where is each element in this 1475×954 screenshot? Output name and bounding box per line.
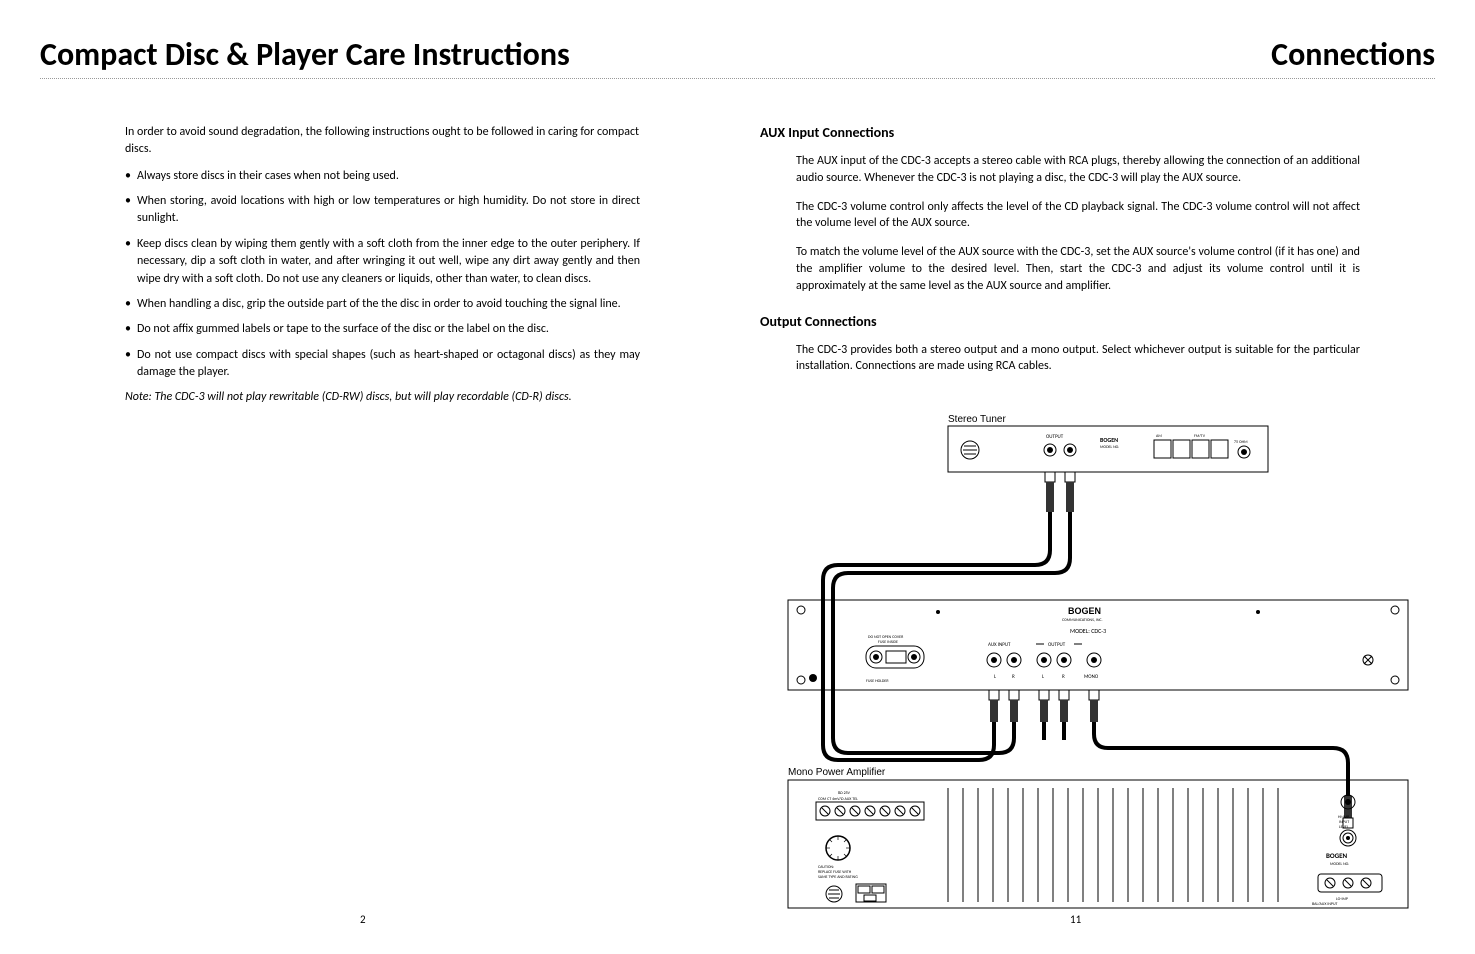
svg-text:BAL/AUX INPUT: BAL/AUX INPUT: [1312, 902, 1338, 907]
left-column: In order to avoid sound degradation, the…: [40, 124, 640, 404]
body-paragraph: The CDC-3 volume control only affects th…: [760, 199, 1360, 233]
intro-text: In order to avoid sound degradation, the…: [125, 124, 640, 158]
bullet-item: When storing, avoid locations with high …: [125, 193, 640, 228]
svg-text:L: L: [1042, 674, 1045, 680]
bullet-item: Always store discs in their cases when n…: [125, 168, 640, 185]
cdc-brand-sub: COMMUNICATIONS, INC.: [1062, 618, 1103, 623]
svg-text:MODEL NO.: MODEL NO.: [1100, 445, 1119, 450]
aux-heading: AUX Input Connections: [760, 124, 1360, 141]
bullet-item: Do not affix gummed labels or tape to th…: [125, 321, 640, 338]
svg-text:L: L: [994, 674, 997, 680]
output-label: OUTPUT: [1048, 642, 1066, 648]
aux-input-label: AUX INPUT: [988, 642, 1011, 648]
cdc-brand: BOGEN: [1068, 606, 1101, 616]
svg-text:MODEL NO.: MODEL NO.: [1330, 862, 1349, 867]
bullet-item: When handling a disc, grip the outside p…: [125, 296, 640, 313]
page-number-left: 2: [360, 913, 366, 926]
page-title-right: Connections: [1271, 35, 1435, 74]
amp-label: Mono Power Amplifier: [788, 767, 886, 778]
mono-label: MONO: [1084, 674, 1099, 680]
cdc-model: MODEL: CDC-3: [1070, 627, 1106, 635]
bullet-item: Do not use compact discs with special sh…: [125, 347, 640, 382]
page-number-right: 11: [1070, 913, 1081, 926]
svg-text:8Ω 25V: 8Ω 25V: [838, 791, 851, 796]
page-title-left: Compact Disc & Player Care Instructions: [40, 35, 570, 74]
right-column: AUX Input Connections The AUX input of t…: [760, 124, 1360, 404]
svg-text:LO-IMP: LO-IMP: [1336, 897, 1348, 902]
svg-text:FUSE HOLDER: FUSE HOLDER: [866, 679, 889, 684]
tuner-brand: BOGEN: [1100, 436, 1118, 444]
svg-text:LEVEL: LEVEL: [1339, 825, 1349, 830]
output-heading: Output Connections: [760, 313, 1360, 330]
svg-text:R: R: [1012, 674, 1015, 680]
svg-text:COM CT 4mV/Ω AUX TEL: COM CT 4mV/Ω AUX TEL: [818, 797, 858, 802]
tuner-output-label: OUTPUT: [1046, 434, 1064, 440]
svg-text:FM/TV: FM/TV: [1194, 434, 1206, 439]
connection-diagram: Stereo Tuner OUTPUT BOGEN MODEL NO. AM F…: [778, 410, 1418, 910]
body-paragraph: The CDC-3 provides both a stereo output …: [760, 342, 1360, 376]
note-text: Note: The CDC-3 will not play rewritable…: [125, 390, 640, 404]
svg-text:R: R: [1062, 674, 1065, 680]
svg-text:75 OHM: 75 OHM: [1234, 440, 1248, 445]
svg-text:SAME TYPE AND RATING: SAME TYPE AND RATING: [818, 875, 858, 880]
svg-text:FUSE INSIDE: FUSE INSIDE: [878, 640, 898, 645]
amp-brand: BOGEN: [1326, 851, 1348, 860]
tuner-label: Stereo Tuner: [948, 414, 1006, 425]
body-paragraph: The AUX input of the CDC-3 accepts a ste…: [760, 153, 1360, 187]
body-paragraph: To match the volume level of the AUX sou…: [760, 244, 1360, 294]
care-bullets: Always store discs in their cases when n…: [125, 168, 640, 382]
bullet-item: Keep discs clean by wiping them gently w…: [125, 236, 640, 288]
svg-text:AM: AM: [1156, 434, 1162, 439]
